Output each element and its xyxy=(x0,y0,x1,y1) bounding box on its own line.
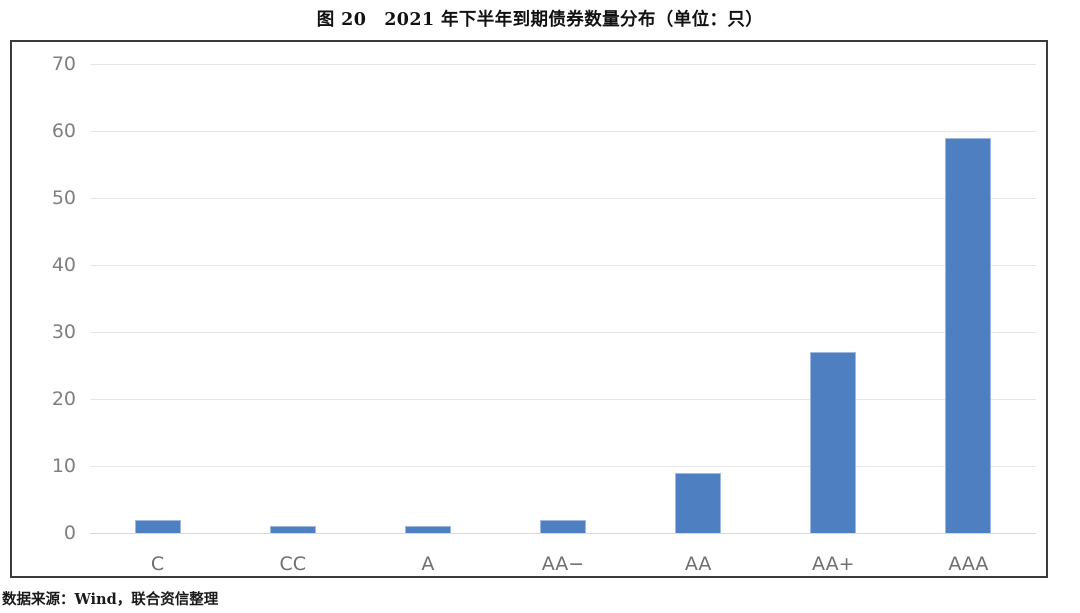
y-tick-label: 50 xyxy=(51,187,76,209)
x-axis-tick-labels: C CC A AA− AA AA+ AAA xyxy=(90,553,1036,575)
gridline-70: 70 xyxy=(52,53,1036,75)
bar xyxy=(539,519,586,533)
x-tick-label: AA xyxy=(684,553,712,575)
x-tick-label: AA− xyxy=(541,553,585,575)
chart-frame: 0 10 20 30 40 50 60 70 C CC A AA− AA AA+ AAA xyxy=(10,40,1048,578)
x-tick-label: C xyxy=(150,553,165,575)
bar-slot xyxy=(495,64,630,533)
bar-slot xyxy=(225,64,360,533)
gridline-50: 50 xyxy=(52,187,1036,209)
bar xyxy=(810,352,857,533)
bar-slot xyxy=(360,64,495,533)
x-tick-label: CC xyxy=(279,553,306,575)
source-note: 数据来源：Wind，联合资信整理 xyxy=(2,591,219,608)
bar xyxy=(134,519,181,533)
bar-slot xyxy=(631,64,766,533)
x-tick-label: AA+ xyxy=(812,553,855,575)
gridline-0: 0 xyxy=(64,522,1036,544)
plot-area: 0 10 20 30 40 50 60 70 xyxy=(52,53,1036,544)
bar xyxy=(675,472,722,533)
gridline-40: 40 xyxy=(52,254,1036,276)
page-title: 图 20 2021 年下半年到期债券数量分布（单位：只） xyxy=(316,10,764,30)
bar-series xyxy=(90,64,1036,533)
gridline-30: 30 xyxy=(52,321,1036,343)
x-tick-label: AAA xyxy=(948,553,989,575)
x-tick-label: A xyxy=(421,553,435,575)
y-tick-label: 10 xyxy=(51,455,76,477)
y-tick-label: 70 xyxy=(51,53,76,75)
y-tick-label: 30 xyxy=(51,321,76,343)
bar-slot xyxy=(766,64,901,533)
gridline-20: 20 xyxy=(52,388,1036,410)
y-tick-label: 20 xyxy=(51,388,76,410)
y-tick-label: 60 xyxy=(51,120,76,142)
gridline-10: 10 xyxy=(52,455,1036,477)
bar xyxy=(404,526,451,533)
gridline-60: 60 xyxy=(52,120,1036,142)
bar xyxy=(945,137,992,533)
bar-slot xyxy=(90,64,225,533)
y-tick-label: 40 xyxy=(51,254,76,276)
bar-slot xyxy=(901,64,1036,533)
bar xyxy=(269,526,316,533)
y-tick-label: 0 xyxy=(63,522,76,544)
